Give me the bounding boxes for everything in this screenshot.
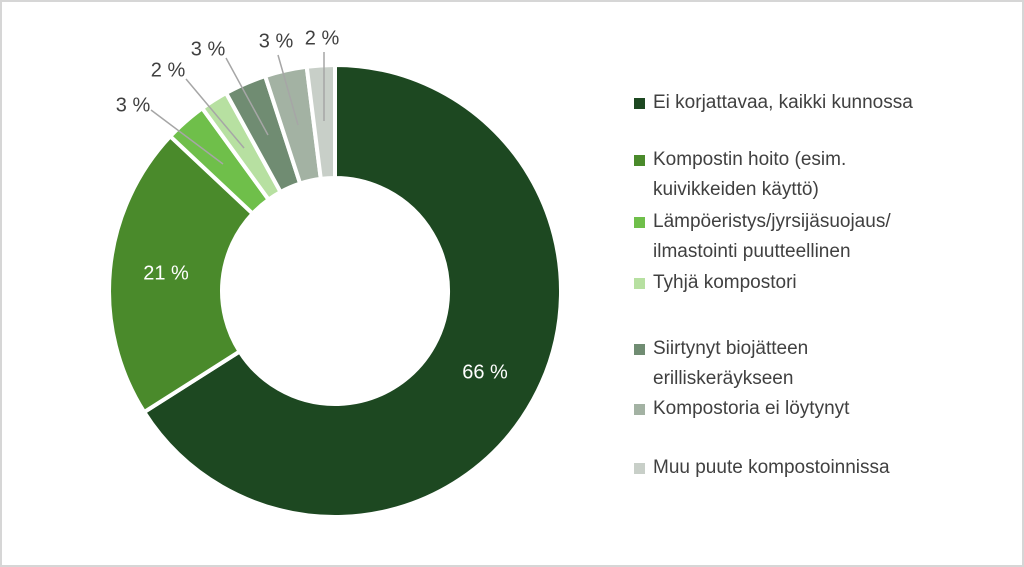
- legend-item: Kompostoria ei löytynyt: [634, 394, 1016, 424]
- leader-line: [277, 54, 299, 126]
- legend-item: Ei korjattavaa, kaikki kunnossa: [634, 88, 1016, 118]
- pie-slice-1: [141, 62, 563, 519]
- legend-label: Muu puute kompostoinnissa: [653, 457, 890, 478]
- legend-swatch: [634, 278, 645, 289]
- legend-item: Tyhjä kompostori: [634, 268, 1016, 298]
- legend-item: Lämpöeristys/jyrsijäsuojaus/ ilmastointi…: [634, 207, 1016, 267]
- legend-label: Kompostin hoito (esim. kuivikkeiden käyt…: [653, 149, 847, 200]
- legend-item: Siirtynyt biojätteen erilliskeräykseen: [634, 334, 1016, 394]
- legend-item: Muu puute kompostoinnissa: [634, 453, 1016, 483]
- legend-label: Kompostoria ei löytynyt: [653, 398, 850, 419]
- legend-swatch: [634, 404, 645, 415]
- legend-label: Siirtynyt biojätteen erilliskeräykseen: [653, 338, 809, 389]
- leader-line: [185, 78, 245, 149]
- pie-slice-2: [107, 133, 256, 415]
- legend-swatch: [634, 344, 645, 355]
- legend-label: Lämpöeristys/jyrsijäsuojaus/ ilmastointi…: [653, 211, 891, 262]
- legend-item: Kompostin hoito (esim. kuivikkeiden käyt…: [634, 145, 1016, 205]
- leader-line: [225, 57, 269, 136]
- pie-slice-7: [304, 62, 337, 182]
- legend-swatch: [634, 463, 645, 474]
- legend-swatch: [634, 98, 645, 109]
- legend-label: Tyhjä kompostori: [653, 272, 797, 293]
- leader-line: [150, 109, 224, 165]
- legend-swatch: [634, 155, 645, 166]
- legend-label: Ei korjattavaa, kaikki kunnossa: [653, 92, 913, 113]
- legend-swatch: [634, 217, 645, 228]
